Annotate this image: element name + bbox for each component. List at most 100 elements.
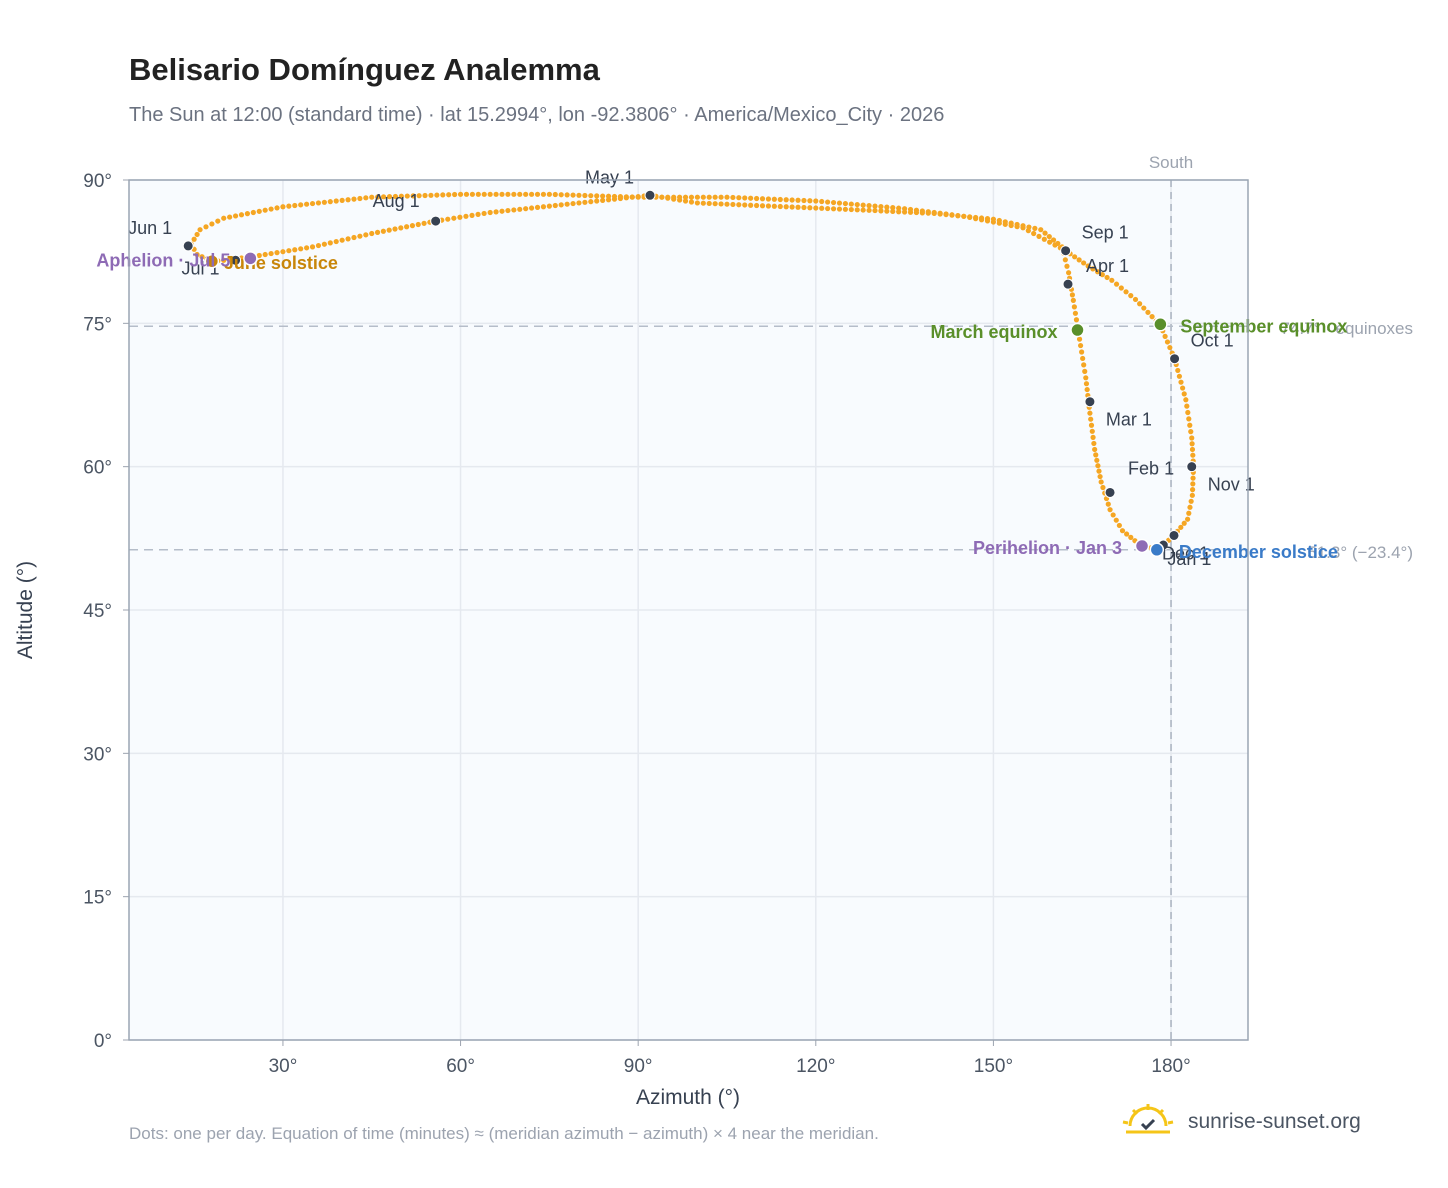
x-tick-label: 180° (1151, 1056, 1190, 1077)
daily-sun-dot (1083, 381, 1090, 387)
axis-ticks: 30° 60° 90° 120° 150° 180° 0° 15° 30° 45° 60° 75° 90… (83, 171, 1190, 1077)
daily-sun-dot (250, 209, 256, 216)
daily-sun-dot (842, 200, 848, 207)
daily-sun-dot (1189, 435, 1195, 441)
daily-sun-dot (529, 191, 535, 197)
month-label: Feb 1 (1128, 458, 1174, 478)
month-label: Sep 1 (1082, 223, 1129, 243)
month-label: Aug 1 (373, 191, 420, 211)
daily-sun-dot (819, 198, 825, 205)
daily-sun-dot (1095, 463, 1101, 469)
daily-sun-dot (374, 229, 381, 235)
daily-sun-dot (807, 205, 813, 211)
daily-sun-dot (611, 193, 618, 200)
daily-sun-dot (694, 200, 700, 206)
event-point (1134, 538, 1150, 554)
daily-sun-dot (452, 191, 458, 198)
daily-sun-dot (1124, 531, 1130, 537)
daily-sun-dot (292, 202, 298, 209)
daily-sun-dot (1118, 285, 1124, 291)
daily-sun-dot (1064, 263, 1070, 269)
daily-sun-dot (706, 194, 712, 200)
daily-sun-dot (1185, 516, 1191, 522)
daily-sun-dot (1113, 281, 1120, 287)
daily-sun-dot (765, 196, 772, 202)
daily-sun-dot (321, 241, 327, 247)
daily-sun-dot (884, 208, 890, 214)
event-label: Perihelion · Jan 3 (973, 538, 1122, 558)
month-point (1062, 278, 1074, 290)
daily-sun-dot (996, 220, 1002, 226)
brand-logo[interactable]: sunrise-sunset.org (1120, 1102, 1361, 1142)
daily-sun-dot (256, 252, 262, 259)
daily-sun-dot (949, 212, 955, 218)
daily-sun-dot (635, 194, 641, 200)
daily-sun-dot (440, 192, 446, 198)
daily-sun-dot (499, 191, 505, 197)
daily-sun-dot (588, 199, 594, 205)
daily-sun-dot (262, 207, 268, 213)
daily-sun-dot (546, 191, 552, 197)
y-tick-label: 0° (94, 1031, 112, 1052)
daily-sun-dot (428, 192, 434, 198)
daily-sun-dot (1187, 504, 1193, 510)
daily-sun-dot (1093, 452, 1099, 458)
daily-sun-dot (327, 199, 333, 205)
daily-sun-dot (819, 205, 825, 211)
daily-sun-dot (280, 249, 286, 255)
daily-sun-dot (605, 193, 612, 199)
daily-sun-dot (463, 213, 469, 219)
daily-sun-dot (706, 200, 712, 207)
month-point (1186, 461, 1198, 473)
daily-sun-dot (830, 206, 837, 212)
y-tick-label: 60° (83, 458, 112, 479)
month-point (230, 254, 242, 266)
daily-sun-dot (984, 218, 991, 224)
daily-sun-dot (375, 194, 381, 200)
month-label: Oct 1 (1191, 331, 1234, 351)
brand-name: sunrise-sunset.org (1188, 1110, 1361, 1133)
daily-sun-dot (511, 191, 517, 197)
daily-sun-dot (712, 194, 718, 200)
daily-sun-dot (742, 202, 748, 208)
daily-sun-dot (748, 195, 754, 201)
daily-sun-dot (860, 207, 866, 213)
daily-sun-dot (1181, 391, 1187, 397)
daily-sun-dot (298, 246, 304, 252)
event-label: June solstice (224, 253, 338, 273)
event-point (1149, 542, 1165, 558)
daily-sun-dot (890, 208, 896, 215)
daily-sun-dot (600, 197, 606, 203)
daily-sun-dot (1180, 385, 1186, 391)
daily-sun-dot (1190, 475, 1196, 481)
daily-sun-dot (700, 200, 706, 206)
daily-sun-dot (1162, 333, 1168, 339)
daily-sun-dot (499, 208, 505, 214)
daily-sun-dot (268, 250, 274, 257)
daily-sun-dot (469, 212, 475, 218)
daily-sun-dot (990, 219, 997, 225)
daily-sun-dot (1186, 416, 1192, 422)
daily-sun-dot (688, 194, 695, 200)
daily-sun-dot (1176, 373, 1183, 379)
daily-sun-dot (511, 207, 517, 213)
daily-sun-dot (1050, 237, 1057, 243)
daily-sun-dot (517, 206, 523, 212)
daily-sun-dot (191, 236, 197, 242)
daily-sun-dot (753, 195, 760, 202)
daily-sun-dot (221, 215, 227, 221)
month-point (1168, 529, 1180, 541)
daily-sun-dot (1190, 481, 1196, 487)
daily-sun-dot (671, 194, 677, 200)
daily-sun-dot (588, 193, 594, 199)
daily-sun-dot (1041, 236, 1047, 242)
month-label: Jan 1 (1167, 549, 1211, 569)
daily-sun-dot (896, 205, 902, 211)
footnote: Dots: one per day. Equation of time (min… (129, 1124, 879, 1143)
sun-check-logo-icon (1122, 1104, 1174, 1134)
daily-sun-dot (902, 206, 908, 212)
daily-sun-dot (392, 226, 398, 232)
daily-sun-dot (505, 191, 511, 197)
daily-sun-dot (1071, 304, 1077, 310)
